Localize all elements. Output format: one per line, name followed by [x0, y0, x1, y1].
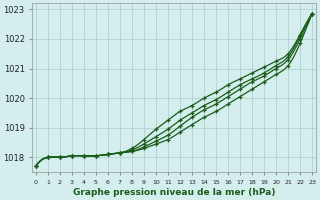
- X-axis label: Graphe pression niveau de la mer (hPa): Graphe pression niveau de la mer (hPa): [73, 188, 275, 197]
